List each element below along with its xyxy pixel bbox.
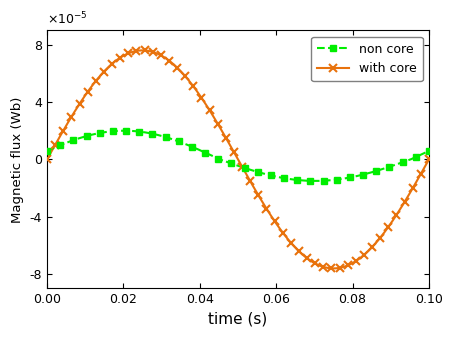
Legend: non core, with core: non core, with core <box>311 37 423 81</box>
Y-axis label: Magnetic flux (Wb): Magnetic flux (Wb) <box>11 96 24 223</box>
Text: $\times10^{-5}$: $\times10^{-5}$ <box>47 11 88 28</box>
X-axis label: time (s): time (s) <box>208 312 267 327</box>
